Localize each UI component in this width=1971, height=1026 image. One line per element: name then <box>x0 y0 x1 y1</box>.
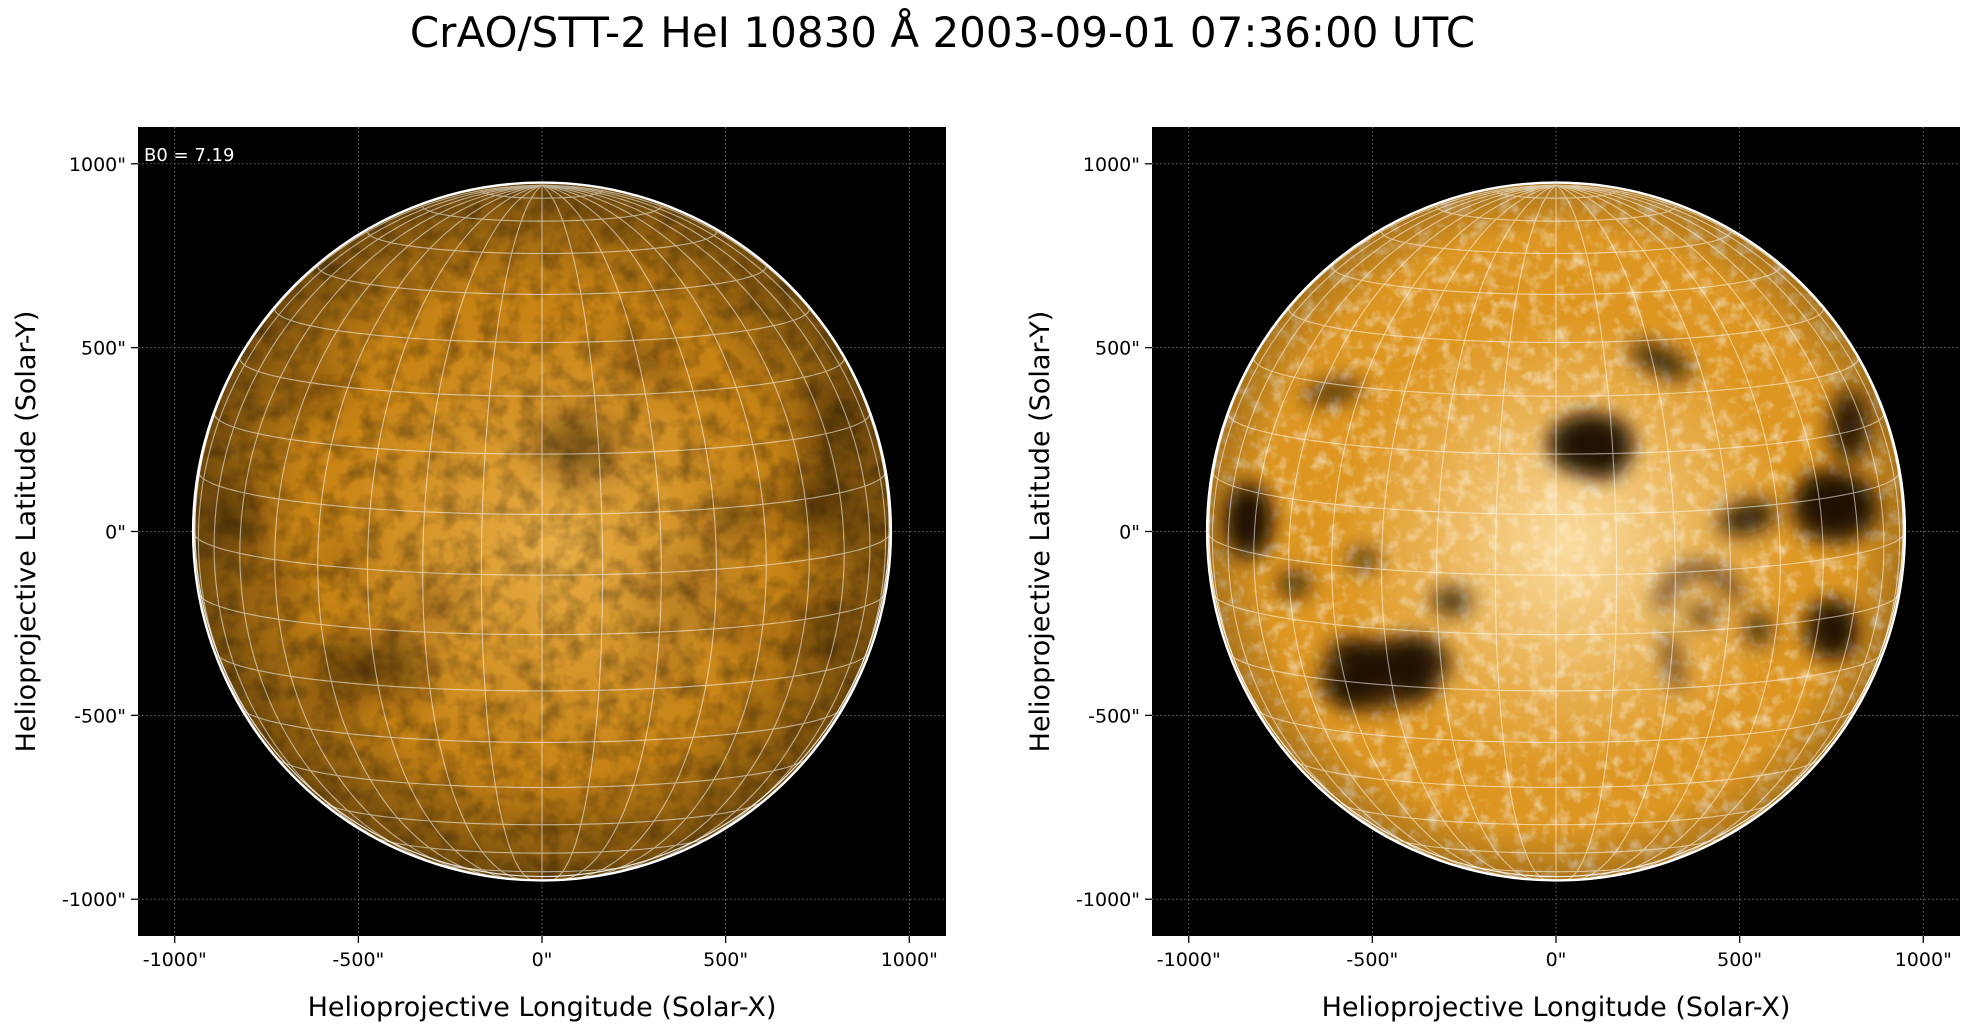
parallel-line <box>1386 836 1726 854</box>
y-tick-label: -1000" <box>1076 889 1140 911</box>
parallel-line <box>1212 592 1900 636</box>
solar-disk-right <box>1205 181 1907 882</box>
x-tick-label: -500" <box>332 949 384 971</box>
parallel-line <box>1288 308 1824 343</box>
parallel-line <box>1290 758 1822 789</box>
parallel-line <box>239 358 845 397</box>
parallel-line <box>1331 266 1781 295</box>
meridian-line <box>239 184 543 871</box>
meridian-line <box>1555 184 1885 859</box>
x-axis-label-right: Helioprojective Longitude (Solar-X) <box>1322 992 1791 1023</box>
solar-disk-left <box>191 181 893 882</box>
parallel-line <box>1445 861 1667 873</box>
parallel-line <box>372 836 712 854</box>
x-tick-label: -1000" <box>143 949 207 971</box>
meridian-line <box>317 184 543 879</box>
parallel-line <box>1334 801 1778 826</box>
y-tick-label: 500" <box>81 338 126 360</box>
meridian-line <box>541 184 871 859</box>
solar-limb-inner <box>1208 181 1904 878</box>
y-tick-label: 1000" <box>1083 154 1140 176</box>
heliographic-grid <box>193 184 891 881</box>
parallel-line <box>1227 413 1885 455</box>
parallel-line <box>213 413 871 455</box>
parallel-line <box>480 190 604 199</box>
meridian-line <box>1555 184 1732 880</box>
parallel-line <box>1207 531 1905 576</box>
y-tick-label: 500" <box>1095 338 1140 360</box>
meridian-line <box>1436 184 1557 881</box>
meridian-line <box>1494 184 1557 881</box>
parallel-line <box>274 308 810 343</box>
x-tick-label: -500" <box>1346 949 1398 971</box>
solar-limb-inner <box>194 181 890 878</box>
parallel-line <box>276 758 808 789</box>
meridian-line <box>541 184 604 881</box>
parallel-line <box>422 206 662 222</box>
y-tick-label: 0" <box>1119 522 1140 544</box>
meridian-line <box>541 184 718 880</box>
y-tick-label: 0" <box>105 522 126 544</box>
parallel-line <box>1380 231 1732 255</box>
axis-ticks-left: -1000" -500" 0" 500" 1000" 1000" 500" 0" -500" -1… <box>62 154 938 971</box>
parallel-line <box>193 531 891 576</box>
x-tick-label: 1000" <box>881 949 938 971</box>
y-tick-label: 1000" <box>69 154 126 176</box>
panel-right: -1000" -500" 0" 500" 1000" 1000" 500" 0" -500" -1… <box>1025 127 1960 1023</box>
y-axis-label-right: Helioprojective Latitude (Solar-Y) <box>1025 311 1056 753</box>
parallel-line <box>317 266 767 295</box>
parallel-line <box>197 471 887 515</box>
meridian-line <box>1380 184 1557 880</box>
x-tick-label: -1000" <box>1157 949 1221 971</box>
parallel-line <box>366 231 718 255</box>
x-tick-label: 0" <box>1546 949 1567 971</box>
panel-left: -1000" -500" 0" 500" 1000" 1000" 500" 0" -500" -1… <box>11 127 946 1023</box>
x-tick-label: 500" <box>1717 949 1762 971</box>
meridian-line <box>480 184 543 881</box>
meridian-line <box>1555 184 1859 871</box>
heliographic-grid <box>1207 184 1905 881</box>
parallel-line <box>320 801 764 826</box>
parallel-line <box>1211 471 1901 515</box>
parallel-line <box>198 592 886 636</box>
parallel-line <box>431 861 653 873</box>
parallel-line <box>1494 190 1618 199</box>
meridian-line <box>366 184 543 880</box>
parallel-line <box>214 652 870 692</box>
meridian-line <box>1331 184 1557 879</box>
meridian-line <box>1555 184 1618 881</box>
meridian-line <box>541 184 662 881</box>
axis-ticks-right: -1000" -500" 0" 500" 1000" 1000" 500" 0" -500" -1… <box>1076 154 1952 971</box>
x-axis-label-left: Helioprojective Longitude (Solar-X) <box>308 992 777 1023</box>
meridian-line <box>1227 184 1557 859</box>
meridian-line <box>1555 184 1676 881</box>
x-tick-label: 0" <box>532 949 553 971</box>
y-tick-label: -500" <box>74 705 126 727</box>
parallel-line <box>1228 652 1884 692</box>
parallel-line <box>1436 206 1676 222</box>
x-tick-label: 500" <box>703 949 748 971</box>
meridian-line <box>541 184 845 871</box>
meridian-line <box>541 184 767 879</box>
meridian-line <box>1555 184 1781 879</box>
meridian-line <box>422 184 543 881</box>
meridian-line <box>1253 184 1557 871</box>
x-tick-label: 1000" <box>1895 949 1952 971</box>
y-tick-label: -500" <box>1088 705 1140 727</box>
b0-annotation: B0 = 7.19 <box>144 145 234 166</box>
y-tick-label: -1000" <box>62 889 126 911</box>
y-axis-label-left: Helioprojective Latitude (Solar-Y) <box>11 311 42 753</box>
meridian-line <box>213 184 543 859</box>
parallel-line <box>241 708 843 743</box>
figure-title: CrAO/STT-2 HeI 10830 Å 2003-09-01 07:36:… <box>409 8 1476 57</box>
parallel-line <box>1253 358 1859 397</box>
parallel-line <box>1255 708 1857 743</box>
